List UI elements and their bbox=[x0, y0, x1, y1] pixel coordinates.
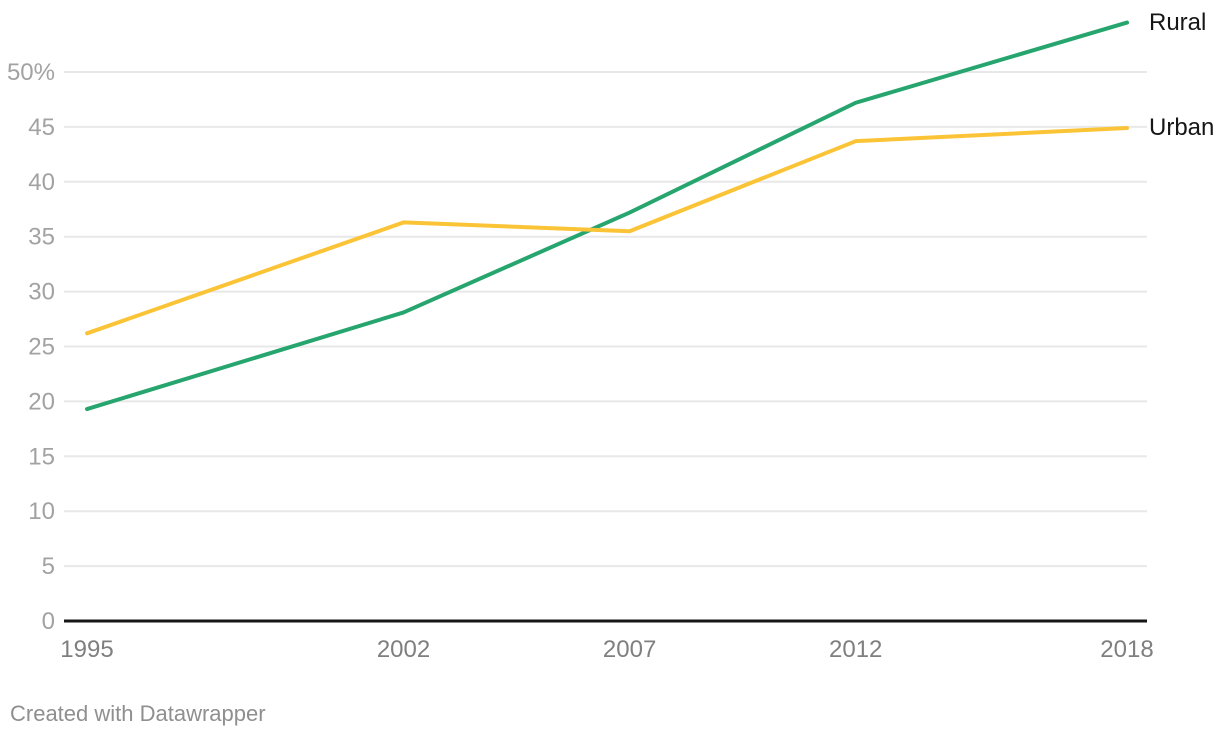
x-tick-label: 2002 bbox=[377, 636, 430, 663]
series-label-rural: Rural bbox=[1149, 8, 1207, 36]
y-tick-label: 50% bbox=[7, 59, 55, 86]
series-label-urban: Urban bbox=[1149, 113, 1215, 141]
y-tick-label: 15 bbox=[28, 443, 55, 470]
attribution-text: Created with Datawrapper bbox=[10, 701, 266, 726]
rural-series-line bbox=[85, 20, 1129, 412]
y-tick-label: 0 bbox=[42, 608, 55, 635]
x-tick-label: 1995 bbox=[60, 636, 113, 663]
y-tick-label: 45 bbox=[28, 114, 55, 141]
y-tick-label: 10 bbox=[28, 498, 55, 525]
y-tick-label: 25 bbox=[28, 334, 55, 361]
x-tick-label: 2018 bbox=[1100, 636, 1153, 663]
y-tick-label: 35 bbox=[28, 224, 55, 251]
urban-series-line bbox=[85, 125, 1129, 336]
y-tick-label: 40 bbox=[28, 169, 55, 196]
x-tick-label: 2012 bbox=[829, 636, 882, 663]
y-tick-label: 30 bbox=[28, 279, 55, 306]
y-tick-label: 5 bbox=[42, 553, 55, 580]
x-tick-label: 2007 bbox=[603, 636, 656, 663]
y-tick-label: 20 bbox=[28, 388, 55, 415]
